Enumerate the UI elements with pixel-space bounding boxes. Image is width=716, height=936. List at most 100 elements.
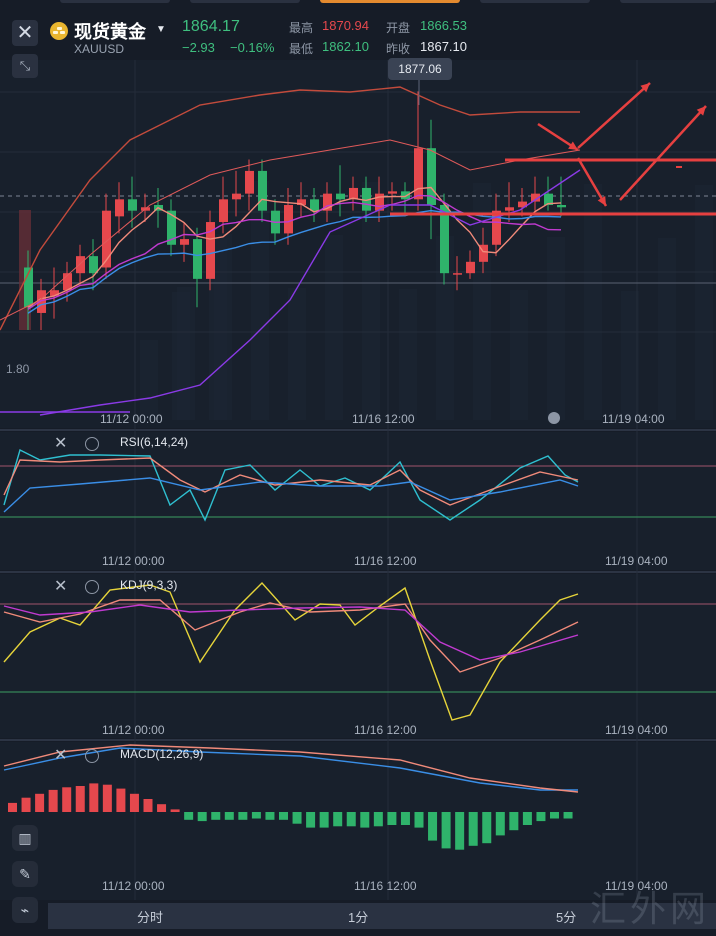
ma5-line [27,186,562,308]
candle-body [297,199,306,205]
candle-body [492,210,501,245]
kdj-settings-icon[interactable] [85,580,99,594]
macd-bar [143,799,153,812]
kdj-j-line [3,581,579,721]
candle-body [63,273,72,291]
macd-title: MACD(12,26,9) [120,747,204,761]
macd-bar [509,812,519,831]
period-bar [48,903,716,929]
rsi-panel [0,432,716,570]
macd-bar [306,812,316,828]
candle-body [349,187,358,200]
candle-body [557,205,566,208]
macd-bar [129,793,139,812]
candle-body [76,256,85,274]
low-value: 1862.10 [322,39,369,54]
macd-bar [563,812,573,819]
watermark-logo: 汇外网 [590,889,711,930]
macd-bar [211,812,221,820]
macd-bar [333,812,343,827]
shrink-icon[interactable]: ⤡ [12,54,38,78]
prev-close-value: 1867.10 [420,39,467,54]
rsi-settings-icon[interactable] [85,437,99,451]
chevron-down-icon[interactable]: ▼ [156,24,166,35]
macd-panel [0,742,716,900]
arrow-down-2 [576,157,608,207]
tab-indicator-mid[interactable] [190,0,300,3]
scroll-handle-icon [548,412,560,424]
boll-lower-line [39,169,581,416]
macd-bar [414,812,424,828]
bg-block [172,292,190,420]
low-label: 最低 [289,42,314,56]
tab-indicator-far-right[interactable] [620,0,716,3]
kdj-close-icon[interactable]: ✕ [54,578,68,595]
main-time-label: 11/16 12:00 [352,412,415,426]
bg-block [584,184,602,420]
gold-coin-icon [50,22,68,40]
period-tab-5min[interactable]: 5分 [556,910,577,925]
arrow-up-1-head [640,83,650,93]
candle-body [544,193,553,205]
candle-body [24,267,33,308]
kdj-time-label: 11/16 12:00 [354,723,417,737]
symbol-name[interactable]: 现货黄金 [74,22,146,42]
kdj-time-label: 11/12 00:00 [102,723,165,737]
candle-body [453,273,462,275]
high-value: 1870.94 [322,18,369,33]
macd-bar [455,812,465,850]
candle-body [284,205,293,234]
macd-time-label: 11/12 00:00 [102,879,165,893]
macd-bar [157,804,167,812]
rsi-time-label: 11/12 00:00 [102,554,165,568]
macd-bar [428,812,438,841]
candle-body [466,261,475,274]
candle-body [336,193,345,200]
macd-bar [8,802,17,812]
macd-bar [48,789,58,812]
candle-body [206,222,215,279]
rsi-time-label: 11/19 04:00 [605,554,668,568]
high-label: 最高 [289,21,314,35]
macd-bar [468,812,478,846]
bg-block [288,288,306,420]
macd-bar [292,812,302,824]
tab-indicator-right[interactable] [480,0,590,3]
period-tab-timeshare[interactable]: 分时 [137,910,164,925]
close-icon[interactable]: ✕ [12,20,38,46]
candle-body [167,210,176,245]
candle-body [89,256,98,274]
candle-body [232,193,241,200]
rsi-close-icon[interactable]: ✕ [54,435,68,452]
macd-bar [75,786,85,812]
candlestick-icon[interactable]: ▥ [12,825,38,851]
period-tab-1min[interactable]: 1分 [348,910,369,925]
tab-indicator-left[interactable] [60,0,170,3]
candle-body [362,187,371,211]
macd-close-icon[interactable]: ✕ [54,747,68,764]
left-price-tag: 1.80 [6,362,30,376]
macd-settings-icon[interactable] [85,749,99,763]
price-change-pct: −0.16% [230,40,275,55]
bg-block [510,290,528,420]
candle-body [310,199,319,211]
candle-body [115,199,124,217]
arrow-up-2-head [696,106,706,116]
macd-dif-line [3,747,578,791]
tab-indicator-active[interactable] [320,0,460,3]
macd-bar [400,812,410,825]
pencil-icon[interactable]: ✎ [12,861,38,887]
macd-bar [536,812,546,822]
indicator-icon[interactable]: ⌁ [12,897,38,923]
arrow-down-1-head [568,141,578,150]
candle-body [128,199,137,211]
arrow-up-2 [619,105,707,201]
bg-block [547,237,565,420]
candle-body [531,193,540,202]
arrow-down-2-head [597,196,606,206]
macd-bar [170,809,180,812]
macd-bar [360,812,370,828]
ma10-line [27,194,562,310]
kdj-d-line [3,604,579,661]
